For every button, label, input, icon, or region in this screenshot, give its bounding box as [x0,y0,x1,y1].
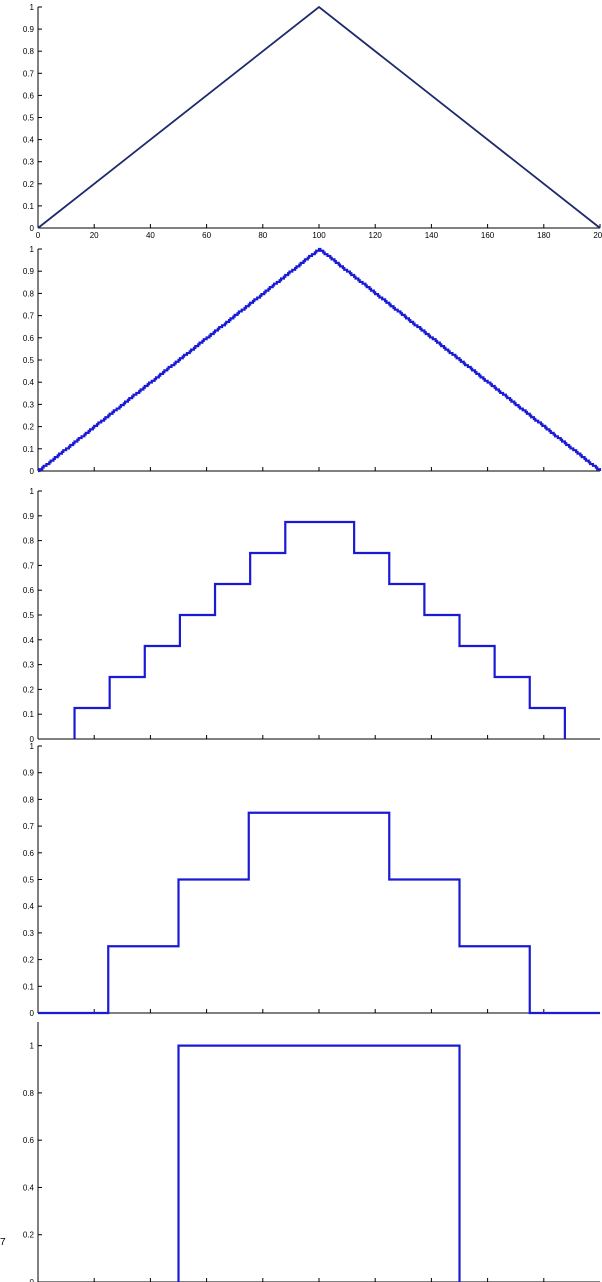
chart-panel-4: 0 0.1 0.2 0.3 0.4 0.5 0.6 0.7 0.8 0.9 1 [23,742,600,1018]
y-tick-label: 0.8 [23,537,35,546]
y-tick-label: 0.7 [23,822,35,831]
y-tick-label: 0.8 [23,47,35,56]
y-tick-label: 0.3 [23,661,35,670]
series-line [73,520,566,739]
y-tick-label: 1 [30,245,35,254]
y-tick-label: 0.4 [23,902,35,911]
y-tick-label: 0.9 [23,25,35,34]
x-tick-label: 60 [202,231,211,240]
y-tick-label: 0 [30,224,35,233]
y-tick-label: 0.5 [23,356,35,365]
y-tick-label: 0.9 [23,267,35,276]
y-tick-label: 0.2 [23,423,35,432]
y-tick-label: 0.2 [23,956,35,965]
x-tick-label: 20 [90,231,99,240]
y-tick-label: 0 [30,1009,35,1018]
y-tick-label: 0.1 [23,710,35,719]
x-tick-label: 180 [537,231,551,240]
x-tick-label: 0 [36,231,41,240]
x-tick-label: 160 [481,231,495,240]
y-tick-label: 0.5 [23,876,35,885]
y-tick-label: 1 [30,3,35,12]
y-tick-label: 0.4 [23,378,35,387]
y-tick-label: 1 [30,742,35,751]
y-tick-label: 0.4 [23,636,35,645]
y-tick-label: 0 [30,735,35,744]
y-tick-label: 0.2 [23,685,35,694]
y-tick-label: 0 [30,467,35,476]
y-tick-label: 0.1 [23,445,35,454]
y-tick-label: 0.5 [23,611,35,620]
y-tick-label: 0.6 [23,586,35,595]
stray-label: 7 [0,1237,6,1248]
y-tick-label: 0.1 [23,982,35,991]
chart-panel-5: 0 0.2 0.4 0.6 0.8 1 [23,1022,600,1282]
y-tick-label: 0.9 [23,769,35,778]
x-tick-label: 100 [312,231,326,240]
x-tick-label: 80 [258,231,267,240]
series-line [38,811,600,1015]
y-tick-label: 0.2 [23,1231,35,1240]
y-tick-label: 0.8 [23,795,35,804]
y-tick-label: 0.6 [23,91,35,100]
y-tick-label: 0.8 [23,289,35,298]
y-tick-label: 0 [30,1278,35,1282]
y-tick-label: 0.7 [23,561,35,570]
x-tick-label: 200 [593,231,602,240]
series-line [37,5,601,229]
y-tick-label: 0.8 [23,1089,35,1098]
y-tick-label: 1 [30,1042,35,1051]
x-tick-label: 120 [369,231,383,240]
chart-panel-3: 0 0.1 0.2 0.3 0.4 0.5 0.6 0.7 0.8 0.9 1 [23,487,600,744]
x-tick-label: 40 [146,231,155,240]
y-tick-label: 0.6 [23,1136,35,1145]
chart-panel-1: 0 0.1 0.2 0.3 0.4 0.5 0.6 0.7 0.8 0.9 1 0 20 40 60 80 10… [23,3,602,240]
y-tick-label: 0.3 [23,158,35,167]
y-tick-label: 0.3 [23,400,35,409]
y-tick-label: 0.4 [23,1183,35,1192]
y-tick-label: 1 [30,487,35,496]
y-tick-label: 0.3 [23,929,35,938]
y-tick-label: 0.7 [23,312,35,321]
x-tick-label: 140 [425,231,439,240]
y-tick-label: 0.7 [23,69,35,78]
y-tick-label: 0.5 [23,114,35,123]
y-tick-label: 0.2 [23,180,35,189]
series-line [38,247,602,473]
series-line [177,1044,461,1282]
y-tick-label: 0.6 [23,849,35,858]
y-tick-label: 0.1 [23,202,35,211]
y-tick-label: 0.6 [23,334,35,343]
chart-panel-2: 0 0.1 0.2 0.3 0.4 0.5 0.6 0.7 0.8 0.9 1 [23,245,602,476]
y-tick-label: 0.9 [23,512,35,521]
y-tick-label: 0.4 [23,136,35,145]
